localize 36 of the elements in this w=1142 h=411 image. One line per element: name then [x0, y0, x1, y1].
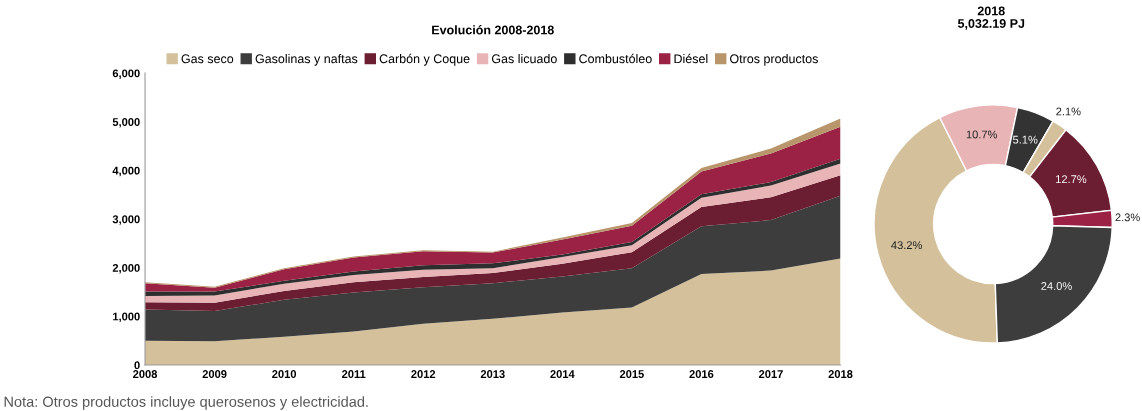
chart-title: Evolución 2008-2018	[432, 25, 554, 35]
y-tick-label: 1,000	[113, 312, 140, 323]
x-tick-label: 2017	[758, 370, 783, 378]
x-tick-label: 2009	[202, 370, 227, 378]
y-tick-label: 3,000	[112, 215, 140, 225]
legend-label: Gas licuado	[491, 54, 557, 64]
x-tick-label: 2012	[411, 370, 436, 378]
data-label: 10.7%	[966, 130, 998, 139]
x-tick-label: 2010	[272, 370, 297, 378]
x-tick-label: 2008	[133, 370, 158, 378]
data-label: 24.0%	[1041, 282, 1072, 290]
y-tick-label: 5,000	[112, 118, 140, 128]
x-tick-label: 2016	[689, 370, 714, 378]
legend-label: Combustóleo	[579, 53, 652, 64]
x-tick-label: 2015	[619, 370, 644, 378]
x-tick-label: 2014	[550, 370, 575, 378]
x-tick-label: 2011	[342, 370, 366, 378]
y-tick-label: 0	[134, 361, 140, 370]
y-tick-label: 2,000	[112, 263, 140, 274]
data-label: 5.1%	[1012, 135, 1038, 144]
chart-subtitle: 5,032.19 PJ	[957, 19, 1025, 30]
data-label: 2.3%	[1115, 213, 1140, 222]
chart-title: 2018	[977, 6, 1005, 16]
legend-label: Gas seco	[181, 54, 234, 64]
legend-label: Diésel	[674, 53, 708, 64]
x-tick-label: 2018	[828, 370, 853, 378]
data-label: 2.1%	[1056, 107, 1081, 116]
legend-label: Carbón y Coque	[379, 53, 470, 66]
y-tick-label: 6,000	[112, 69, 140, 79]
text: Nota: Otros productos incluye querosenos y electricidad.	[4, 396, 368, 410]
legend-label: Gasolinas y naftas	[255, 54, 358, 66]
x-tick-label: 2013	[480, 370, 505, 379]
data-label: 43.2%	[891, 241, 923, 250]
data-label: 12.7%	[1056, 175, 1087, 184]
legend-label: Otros productos	[730, 54, 818, 66]
y-tick-label: 4,000	[112, 166, 140, 177]
